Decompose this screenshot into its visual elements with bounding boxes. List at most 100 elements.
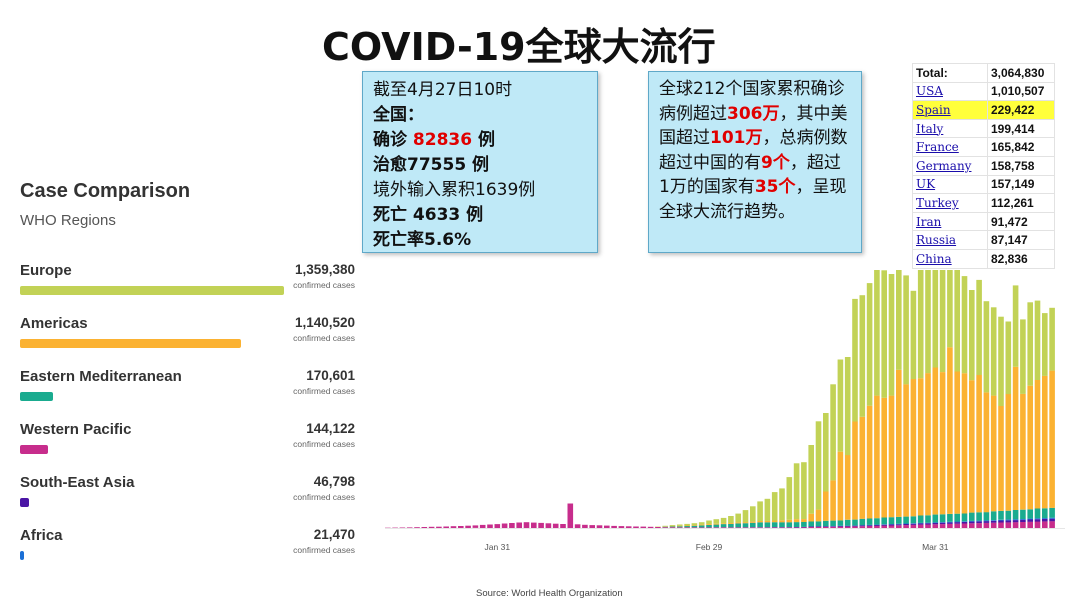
bar-segment xyxy=(837,520,844,526)
bar-segment xyxy=(815,509,822,522)
bar-segment xyxy=(1034,300,1041,380)
bar-segment xyxy=(764,527,771,528)
bar-segment xyxy=(1049,521,1055,528)
bar-segment xyxy=(786,522,793,528)
country-value: 165,842 xyxy=(987,137,1055,157)
bar-segment xyxy=(925,523,931,525)
bar-segment xyxy=(917,270,924,379)
bar-segment xyxy=(808,521,814,527)
bar-segment xyxy=(896,369,902,517)
country-link[interactable]: Turkey xyxy=(912,193,988,213)
country-link[interactable]: Germany xyxy=(912,155,988,176)
bar-segment xyxy=(728,516,734,523)
bar-segment xyxy=(465,525,471,528)
bar-segment xyxy=(421,527,428,528)
country-link[interactable]: UK xyxy=(912,174,988,195)
bar-segment xyxy=(618,526,625,528)
bar-segment xyxy=(698,527,705,528)
bar-segment xyxy=(815,421,822,510)
bar-segment xyxy=(669,525,676,526)
bar-segment xyxy=(976,279,982,375)
bar-segment xyxy=(969,290,975,381)
bar-segment xyxy=(1027,518,1033,520)
country-link[interactable]: Russia xyxy=(912,230,988,250)
country-value: 229,422 xyxy=(987,100,1055,120)
bar-segment xyxy=(830,480,836,521)
bar-segment xyxy=(750,522,756,528)
bar-segment xyxy=(472,525,479,528)
bar-segment xyxy=(903,524,909,526)
region-bar xyxy=(20,551,25,560)
imported-line: 境外输入累积1639例 xyxy=(373,180,536,200)
bar-segment xyxy=(830,526,836,527)
country-link[interactable]: China xyxy=(912,248,988,269)
bar-segment xyxy=(691,523,698,526)
bar-segment xyxy=(1034,518,1041,520)
country-link[interactable]: Spain xyxy=(912,100,988,120)
bar-segment xyxy=(406,527,413,528)
country-link[interactable]: France xyxy=(912,137,988,157)
bar-segment xyxy=(896,516,902,524)
bar-segment xyxy=(917,524,924,528)
bar-segment xyxy=(684,523,690,526)
china-summary-box: 截至4月27日10时 全国： 确诊 82836 例 治愈77555 例 境外输入… xyxy=(362,71,598,253)
bar-segment xyxy=(1020,519,1026,520)
bar-segment xyxy=(888,524,895,526)
bar-segment xyxy=(969,520,975,522)
bar-segment xyxy=(874,518,880,525)
bar-segment xyxy=(823,526,829,527)
bar-segment xyxy=(669,527,676,528)
bar-segment xyxy=(881,524,887,526)
bar-segment xyxy=(925,373,931,516)
country-link[interactable]: Italy xyxy=(912,118,988,139)
bar-segment xyxy=(771,522,778,528)
bar-segment xyxy=(436,526,442,528)
bar-segment xyxy=(552,523,559,528)
bar-segment xyxy=(983,520,990,522)
region-unit: confirmed cases xyxy=(293,386,355,396)
bar-segment xyxy=(757,501,763,521)
bar-segment xyxy=(1012,510,1019,520)
bar-segment xyxy=(458,526,464,528)
bar-segment xyxy=(786,519,793,523)
bar-segment xyxy=(669,526,676,528)
bar-segment xyxy=(793,522,800,527)
bar-segment xyxy=(720,527,727,528)
country-row: USA 1,010,507 xyxy=(912,81,1055,102)
total-value: 3,064,830 xyxy=(987,63,1055,83)
bar-segment xyxy=(815,521,822,527)
bar-segment xyxy=(604,525,610,528)
total-label: Total: xyxy=(912,63,988,83)
bar-segment xyxy=(976,520,982,522)
bar-segment xyxy=(976,375,982,513)
bar-segment xyxy=(881,525,887,528)
bar-segment xyxy=(779,527,785,528)
region-value: 46,798 xyxy=(313,474,355,489)
bar-segment xyxy=(1049,307,1055,371)
bar-segment xyxy=(720,523,727,525)
bar-segment xyxy=(874,525,880,528)
bar-segment xyxy=(662,525,668,527)
country-link[interactable]: Iran xyxy=(912,211,988,232)
bar-segment xyxy=(852,421,858,520)
country-row: UK 157,149 xyxy=(912,174,1055,195)
bar-segment xyxy=(844,519,851,526)
bar-segment xyxy=(990,307,997,396)
bar-segment xyxy=(881,517,887,525)
bar-segment xyxy=(932,367,939,515)
bar-segment xyxy=(677,524,683,526)
bar-segment xyxy=(969,523,975,528)
country-link[interactable]: USA xyxy=(912,81,988,102)
bar-segment xyxy=(662,527,668,528)
country-row: France 165,842 xyxy=(912,137,1055,157)
country-row: Spain 229,422 xyxy=(912,100,1055,120)
bar-segment xyxy=(947,522,953,524)
bar-segment xyxy=(925,270,931,374)
bar-segment xyxy=(969,521,975,524)
bar-segment xyxy=(1005,321,1012,395)
region-row: South-East Asia 46,798 confirmed cases xyxy=(20,474,355,524)
region-unit: confirmed cases xyxy=(293,333,355,343)
region-unit: confirmed cases xyxy=(293,492,355,502)
bar-segment xyxy=(837,451,844,521)
bar-segment xyxy=(516,522,522,528)
